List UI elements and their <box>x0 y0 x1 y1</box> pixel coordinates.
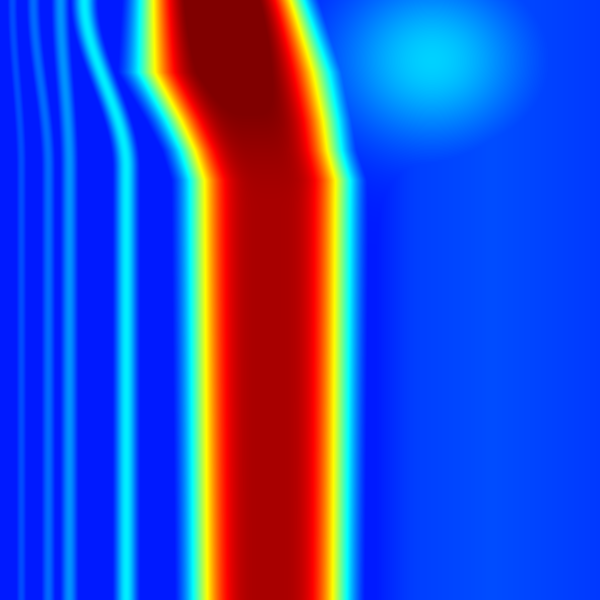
heatmap-canvas <box>0 0 600 600</box>
heatmap-plot <box>0 0 600 600</box>
